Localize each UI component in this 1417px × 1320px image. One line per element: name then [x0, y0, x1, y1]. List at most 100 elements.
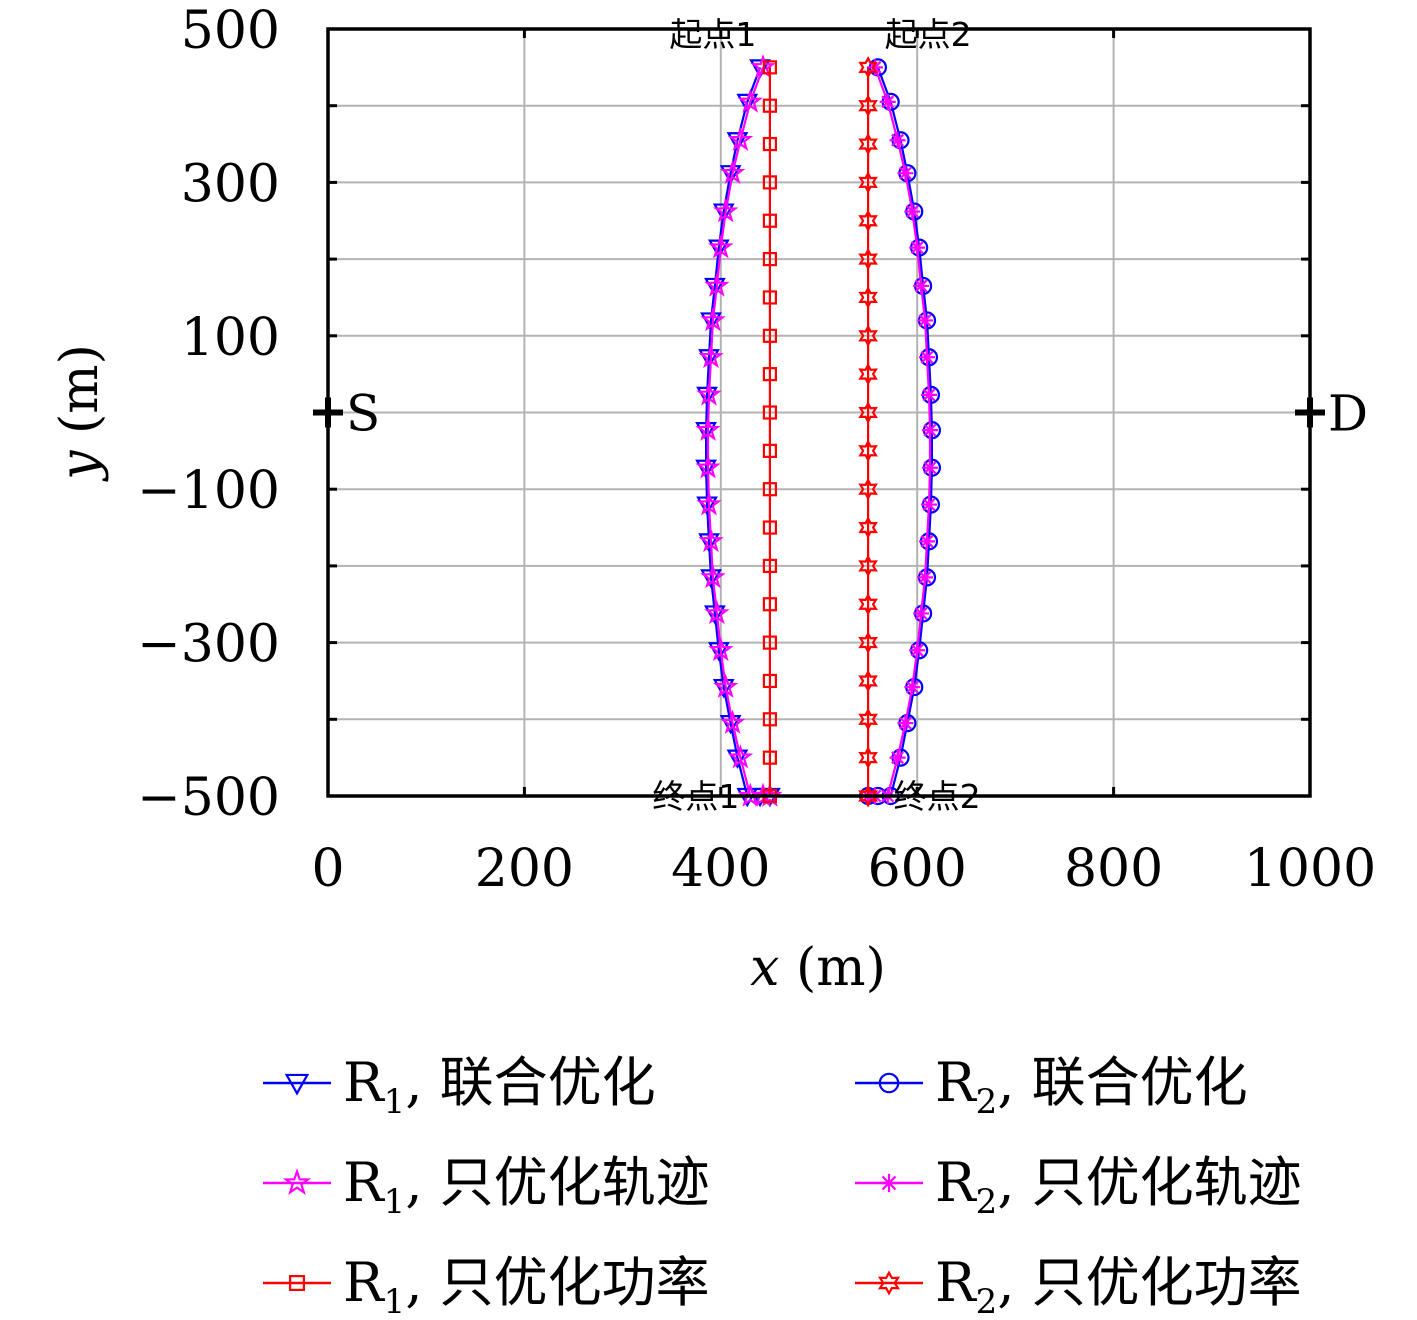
- legend-label: R1, 只优化功率: [343, 1251, 710, 1320]
- series-group: [695, 54, 942, 808]
- data-point-marker: [762, 712, 778, 727]
- data-point-marker: [858, 286, 878, 309]
- data-point-marker: [858, 707, 878, 731]
- y-axis-label: y (m): [50, 344, 110, 482]
- legend-entry: R2, 联合优化: [855, 1051, 1248, 1122]
- node-S: S: [313, 385, 380, 443]
- data-point-marker: [762, 136, 778, 152]
- legend: R1, 联合优化 R2, 联合优化 R1, 只优化轨迹 R2, 只优化轨迹 R1, 只优…: [263, 1051, 1302, 1320]
- x-tick-label: 400: [671, 839, 770, 899]
- data-point-marker: [762, 635, 778, 650]
- data-point-marker: [698, 528, 724, 553]
- data-point-marker: [858, 439, 878, 463]
- data-point-marker: [762, 443, 778, 458]
- data-point-marker: [762, 98, 778, 113]
- node-label: S: [346, 385, 380, 443]
- data-point-marker: [762, 252, 778, 267]
- data-point-marker: [913, 277, 930, 294]
- data-point-marker: [762, 520, 778, 535]
- data-point-marker: [762, 60, 778, 75]
- data-point-marker: [858, 94, 878, 118]
- data-point-marker: [877, 1270, 901, 1296]
- y-tick-label: 500: [181, 1, 280, 61]
- series-3: [695, 54, 783, 807]
- data-point-marker: [708, 234, 734, 259]
- data-point-marker: [858, 516, 878, 539]
- annotation-label: 终点1: [652, 777, 739, 816]
- point-annotations: 起点1 起点2 终点1 终点2: [652, 15, 980, 816]
- data-point-marker: [909, 239, 926, 256]
- node-label: D: [1328, 385, 1368, 443]
- data-point-marker: [719, 709, 746, 734]
- x-tick-label: 1000: [1244, 839, 1376, 899]
- data-point-marker: [904, 203, 921, 220]
- data-point-marker: [858, 324, 878, 348]
- y-tick-label: −500: [137, 768, 280, 828]
- data-point-marker: [762, 367, 778, 382]
- y-tick-label: 300: [181, 154, 280, 214]
- data-point-marker: [858, 592, 878, 616]
- data-point-marker: [736, 93, 759, 114]
- legend-label: R2, 只优化功率: [935, 1251, 1302, 1320]
- data-point-marker: [878, 1072, 900, 1094]
- data-point-marker: [708, 637, 734, 662]
- legend-entry: R1, 只优化轨迹: [263, 1151, 710, 1222]
- x-tick-label: 600: [868, 839, 967, 899]
- data-point-marker: [762, 558, 778, 574]
- grid-lines: [328, 29, 1310, 796]
- legend-label: R2, 只优化轨迹: [935, 1151, 1302, 1222]
- data-point-marker: [858, 554, 878, 578]
- data-point-marker: [858, 209, 878, 233]
- node-D: D: [1295, 385, 1368, 443]
- series-4: [860, 59, 938, 804]
- data-point-marker: [909, 642, 926, 659]
- legend-label: R2, 联合优化: [935, 1051, 1248, 1122]
- data-point-marker: [921, 422, 938, 439]
- x-axis-label: x (m): [750, 938, 886, 998]
- data-point-marker: [704, 600, 730, 625]
- data-point-marker: [897, 715, 914, 732]
- y-tick-label: 100: [181, 308, 280, 368]
- series-5: [762, 60, 778, 804]
- data-point-marker: [920, 496, 937, 513]
- data-point-marker: [762, 405, 778, 420]
- data-point-marker: [757, 782, 783, 807]
- data-point-marker: [879, 93, 896, 110]
- data-point-marker: [704, 272, 730, 297]
- data-point-marker: [762, 597, 778, 612]
- data-point-marker: [698, 343, 724, 369]
- data-point-marker: [727, 744, 754, 769]
- legend-entry: R2, 只优化功率: [855, 1251, 1302, 1320]
- data-point-marker: [858, 784, 878, 808]
- data-point-marker: [919, 349, 936, 366]
- data-point-marker: [889, 132, 906, 149]
- data-point-marker: [858, 247, 878, 271]
- data-point-marker: [700, 564, 726, 589]
- data-point-marker: [904, 679, 921, 696]
- series-6: [858, 56, 878, 808]
- data-point-marker: [719, 159, 746, 185]
- data-point-marker: [920, 386, 937, 403]
- tick-labels: 0 200 400 600 800 1000 500 300 100 −100 −300 −500: [137, 1, 1376, 899]
- x-tick-label: 200: [475, 839, 574, 899]
- data-point-marker: [858, 631, 878, 654]
- data-point-marker: [713, 198, 739, 223]
- y-tick-label: −300: [137, 615, 280, 675]
- annotation-label: 起点1: [669, 15, 756, 54]
- legend-entry: R1, 只优化功率: [263, 1251, 710, 1320]
- annotation-label: 起点2: [885, 15, 972, 54]
- x-tick-label: 0: [311, 839, 344, 899]
- data-point-marker: [726, 749, 749, 769]
- series-line: [706, 67, 770, 798]
- data-point-marker: [917, 569, 934, 586]
- data-point-marker: [762, 213, 778, 228]
- data-point-marker: [762, 750, 778, 765]
- data-point-marker: [727, 126, 754, 152]
- data-point-marker: [913, 605, 930, 622]
- data-point-marker: [919, 533, 936, 550]
- data-point-marker: [762, 328, 778, 343]
- data-point-marker: [696, 381, 722, 406]
- annotation-label: 终点2: [894, 777, 981, 816]
